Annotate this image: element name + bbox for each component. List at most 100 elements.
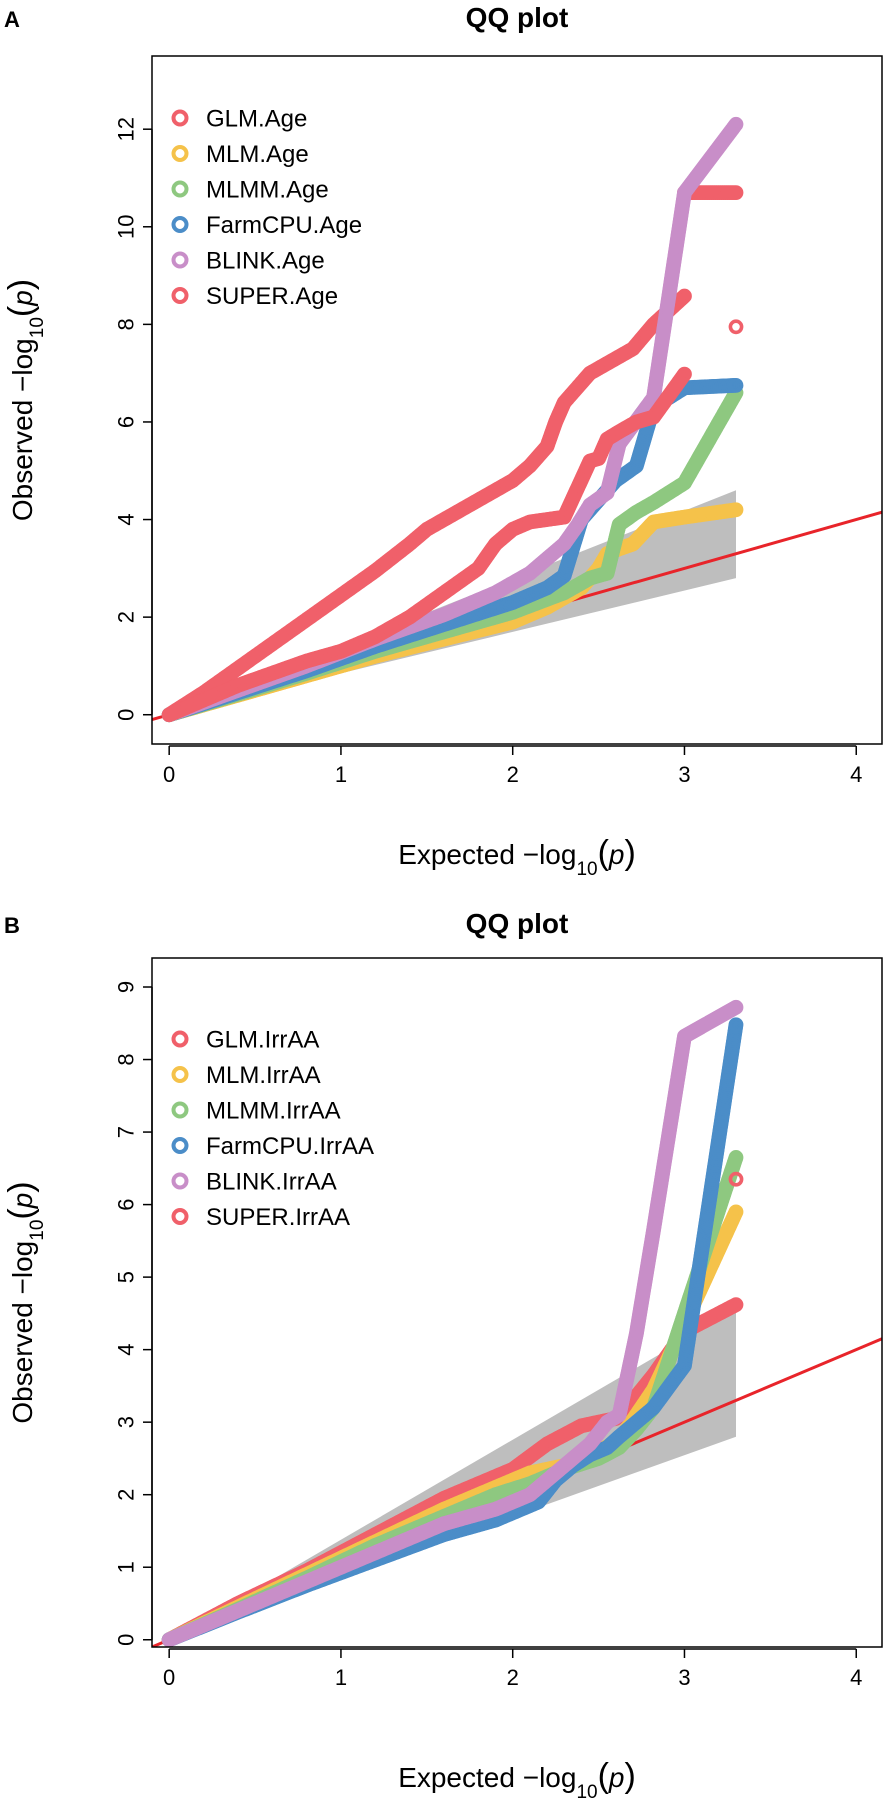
x-axis-label-log: −log xyxy=(523,839,577,870)
chart-title: QQ plot xyxy=(466,2,569,33)
y-axis-label: Observed −log10(p) xyxy=(2,279,48,521)
y-tick-label: 4 xyxy=(114,513,139,525)
legend-label: GLM.Age xyxy=(206,105,307,132)
legend-marker-SUPER.IrrAA xyxy=(171,1208,189,1225)
confidence-band xyxy=(169,1309,736,1640)
point-GLM.Age xyxy=(677,288,692,304)
x-axis-label-subscript: 10 xyxy=(576,859,597,880)
legend-marker-BLINK.IrrAA xyxy=(171,1172,189,1190)
x-axis-label-main: Expected xyxy=(398,839,523,870)
y-tick-label: 6 xyxy=(114,1198,139,1210)
x-tick-label: 2 xyxy=(507,1665,519,1690)
y-tick-label: 0 xyxy=(114,709,139,721)
plot-area xyxy=(152,116,882,723)
y-tick-label: 8 xyxy=(114,318,139,330)
legend-marker-FarmCPU.Age xyxy=(171,216,189,233)
x-axis-label-paren-close: ) xyxy=(624,1757,635,1795)
legend-label: MLM.IrrAA xyxy=(206,1062,321,1089)
legend-marker-SUPER.Age xyxy=(171,287,189,304)
point-BLINK.Age xyxy=(728,116,744,132)
plot-area xyxy=(152,999,882,1647)
series-SUPER.IrrAA xyxy=(728,1171,744,1187)
point-FarmCPU.Age xyxy=(728,377,744,393)
point-FarmCPU.IrrAA xyxy=(728,1017,744,1033)
x-tick-label: 3 xyxy=(678,762,690,787)
legend-marker-MLMM.IrrAA xyxy=(171,1101,189,1119)
x-tick-label: 3 xyxy=(678,1665,690,1690)
x-axis-label-subscript: 10 xyxy=(576,1782,597,1801)
legend-marker-MLM.Age xyxy=(171,145,189,162)
y-axis-label-paren-close: ) xyxy=(2,279,40,290)
series-BLINK.IrrAA xyxy=(161,999,744,1647)
x-axis-label-main: Expected xyxy=(398,1762,523,1793)
legend-label: MLM.Age xyxy=(206,141,309,168)
x-axis-label-log: −log xyxy=(523,1762,577,1793)
point-MLMM.IrrAA xyxy=(728,1150,744,1165)
x-tick-label: 4 xyxy=(850,762,862,787)
x-axis-label: Expected −log10(p) xyxy=(398,834,636,880)
y-axis-label-log: −log xyxy=(7,338,38,392)
y-tick-label: 3 xyxy=(114,1416,139,1428)
y-axis-label-paren-close: ) xyxy=(2,1181,40,1192)
legend-marker-FarmCPU.IrrAA xyxy=(171,1137,189,1154)
point-BLINK.IrrAA xyxy=(728,999,744,1015)
legend-marker-GLM.Age xyxy=(171,109,189,127)
point-SUPER.IrrAA xyxy=(728,1171,744,1187)
legend-marker-MLMM.Age xyxy=(171,180,189,198)
y-tick-label: 1 xyxy=(114,1561,139,1573)
point-SUPER.Age xyxy=(677,366,692,382)
x-axis-label-paren-open: ( xyxy=(598,1757,610,1795)
legend-marker-BLINK.Age xyxy=(171,251,189,269)
y-tick-label: 12 xyxy=(114,117,139,141)
y-axis-label-subscript: 10 xyxy=(27,1220,48,1241)
y-tick-label: 10 xyxy=(114,215,139,239)
y-tick-label: 4 xyxy=(114,1344,139,1356)
x-axis-label-p: p xyxy=(608,839,625,870)
legend-label: BLINK.Age xyxy=(206,247,325,274)
y-axis-label-log: −log xyxy=(7,1241,38,1295)
x-axis-label-p: p xyxy=(608,1762,625,1793)
legend-label: MLMM.Age xyxy=(206,176,329,203)
point-GLM.IrrAA xyxy=(728,1297,744,1313)
y-axis-label-subscript: 10 xyxy=(27,317,48,338)
series-SUPER.Age xyxy=(161,366,692,723)
y-tick-label: 2 xyxy=(114,1489,139,1501)
y-tick-label: 8 xyxy=(114,1053,139,1065)
legend-label: BLINK.IrrAA xyxy=(206,1168,337,1195)
y-axis-label-main: Observed xyxy=(7,1294,38,1423)
panel-label: A xyxy=(4,7,20,32)
point-GLM.Age xyxy=(728,319,744,335)
y-axis-label-p: p xyxy=(7,1193,38,1210)
y-tick-label: 9 xyxy=(114,981,139,993)
y-tick-label: 6 xyxy=(114,416,139,428)
point-MLM.IrrAA xyxy=(728,1204,744,1220)
x-axis-label-paren-open: ( xyxy=(598,834,610,872)
chart-title: QQ plot xyxy=(466,908,569,939)
point-MLM.Age xyxy=(728,502,744,518)
y-axis-label-paren-open: ( xyxy=(2,1208,40,1220)
legend-label: SUPER.IrrAA xyxy=(206,1204,350,1231)
y-axis-label-main: Observed xyxy=(7,392,38,521)
y-tick-label: 7 xyxy=(114,1126,139,1138)
legend-label: GLM.IrrAA xyxy=(206,1026,319,1053)
panel-label: B xyxy=(4,913,20,938)
y-axis-label-paren-open: ( xyxy=(2,305,40,317)
y-tick-label: 5 xyxy=(114,1271,139,1283)
y-tick-label: 0 xyxy=(114,1634,139,1646)
x-tick-label: 1 xyxy=(335,762,347,787)
chart-panel-a: A QQ plot 0 1 2 3 4 0 2 4 6 8 10 12 Expected −log10(p)… xyxy=(0,0,886,900)
x-tick-label: 2 xyxy=(507,762,519,787)
chart-panel-b: B QQ plot 0 1 2 3 4 0 1 2 3 4 5 6 7 8 9 Expected −log10(p… xyxy=(0,900,886,1803)
x-axis-label-paren-close: ) xyxy=(624,834,635,872)
y-axis-label: Observed −log10(p) xyxy=(2,1181,48,1423)
legend-label: FarmCPU.IrrAA xyxy=(206,1133,374,1160)
legend-marker-GLM.IrrAA xyxy=(171,1030,189,1048)
point-GLM.Age xyxy=(728,185,744,201)
y-tick-label: 2 xyxy=(114,611,139,623)
series-MLMM.Age xyxy=(161,385,744,723)
x-tick-label: 4 xyxy=(850,1665,862,1690)
x-tick-label: 1 xyxy=(335,1665,347,1690)
legend-label: SUPER.Age xyxy=(206,283,338,310)
confidence-band xyxy=(169,490,736,715)
